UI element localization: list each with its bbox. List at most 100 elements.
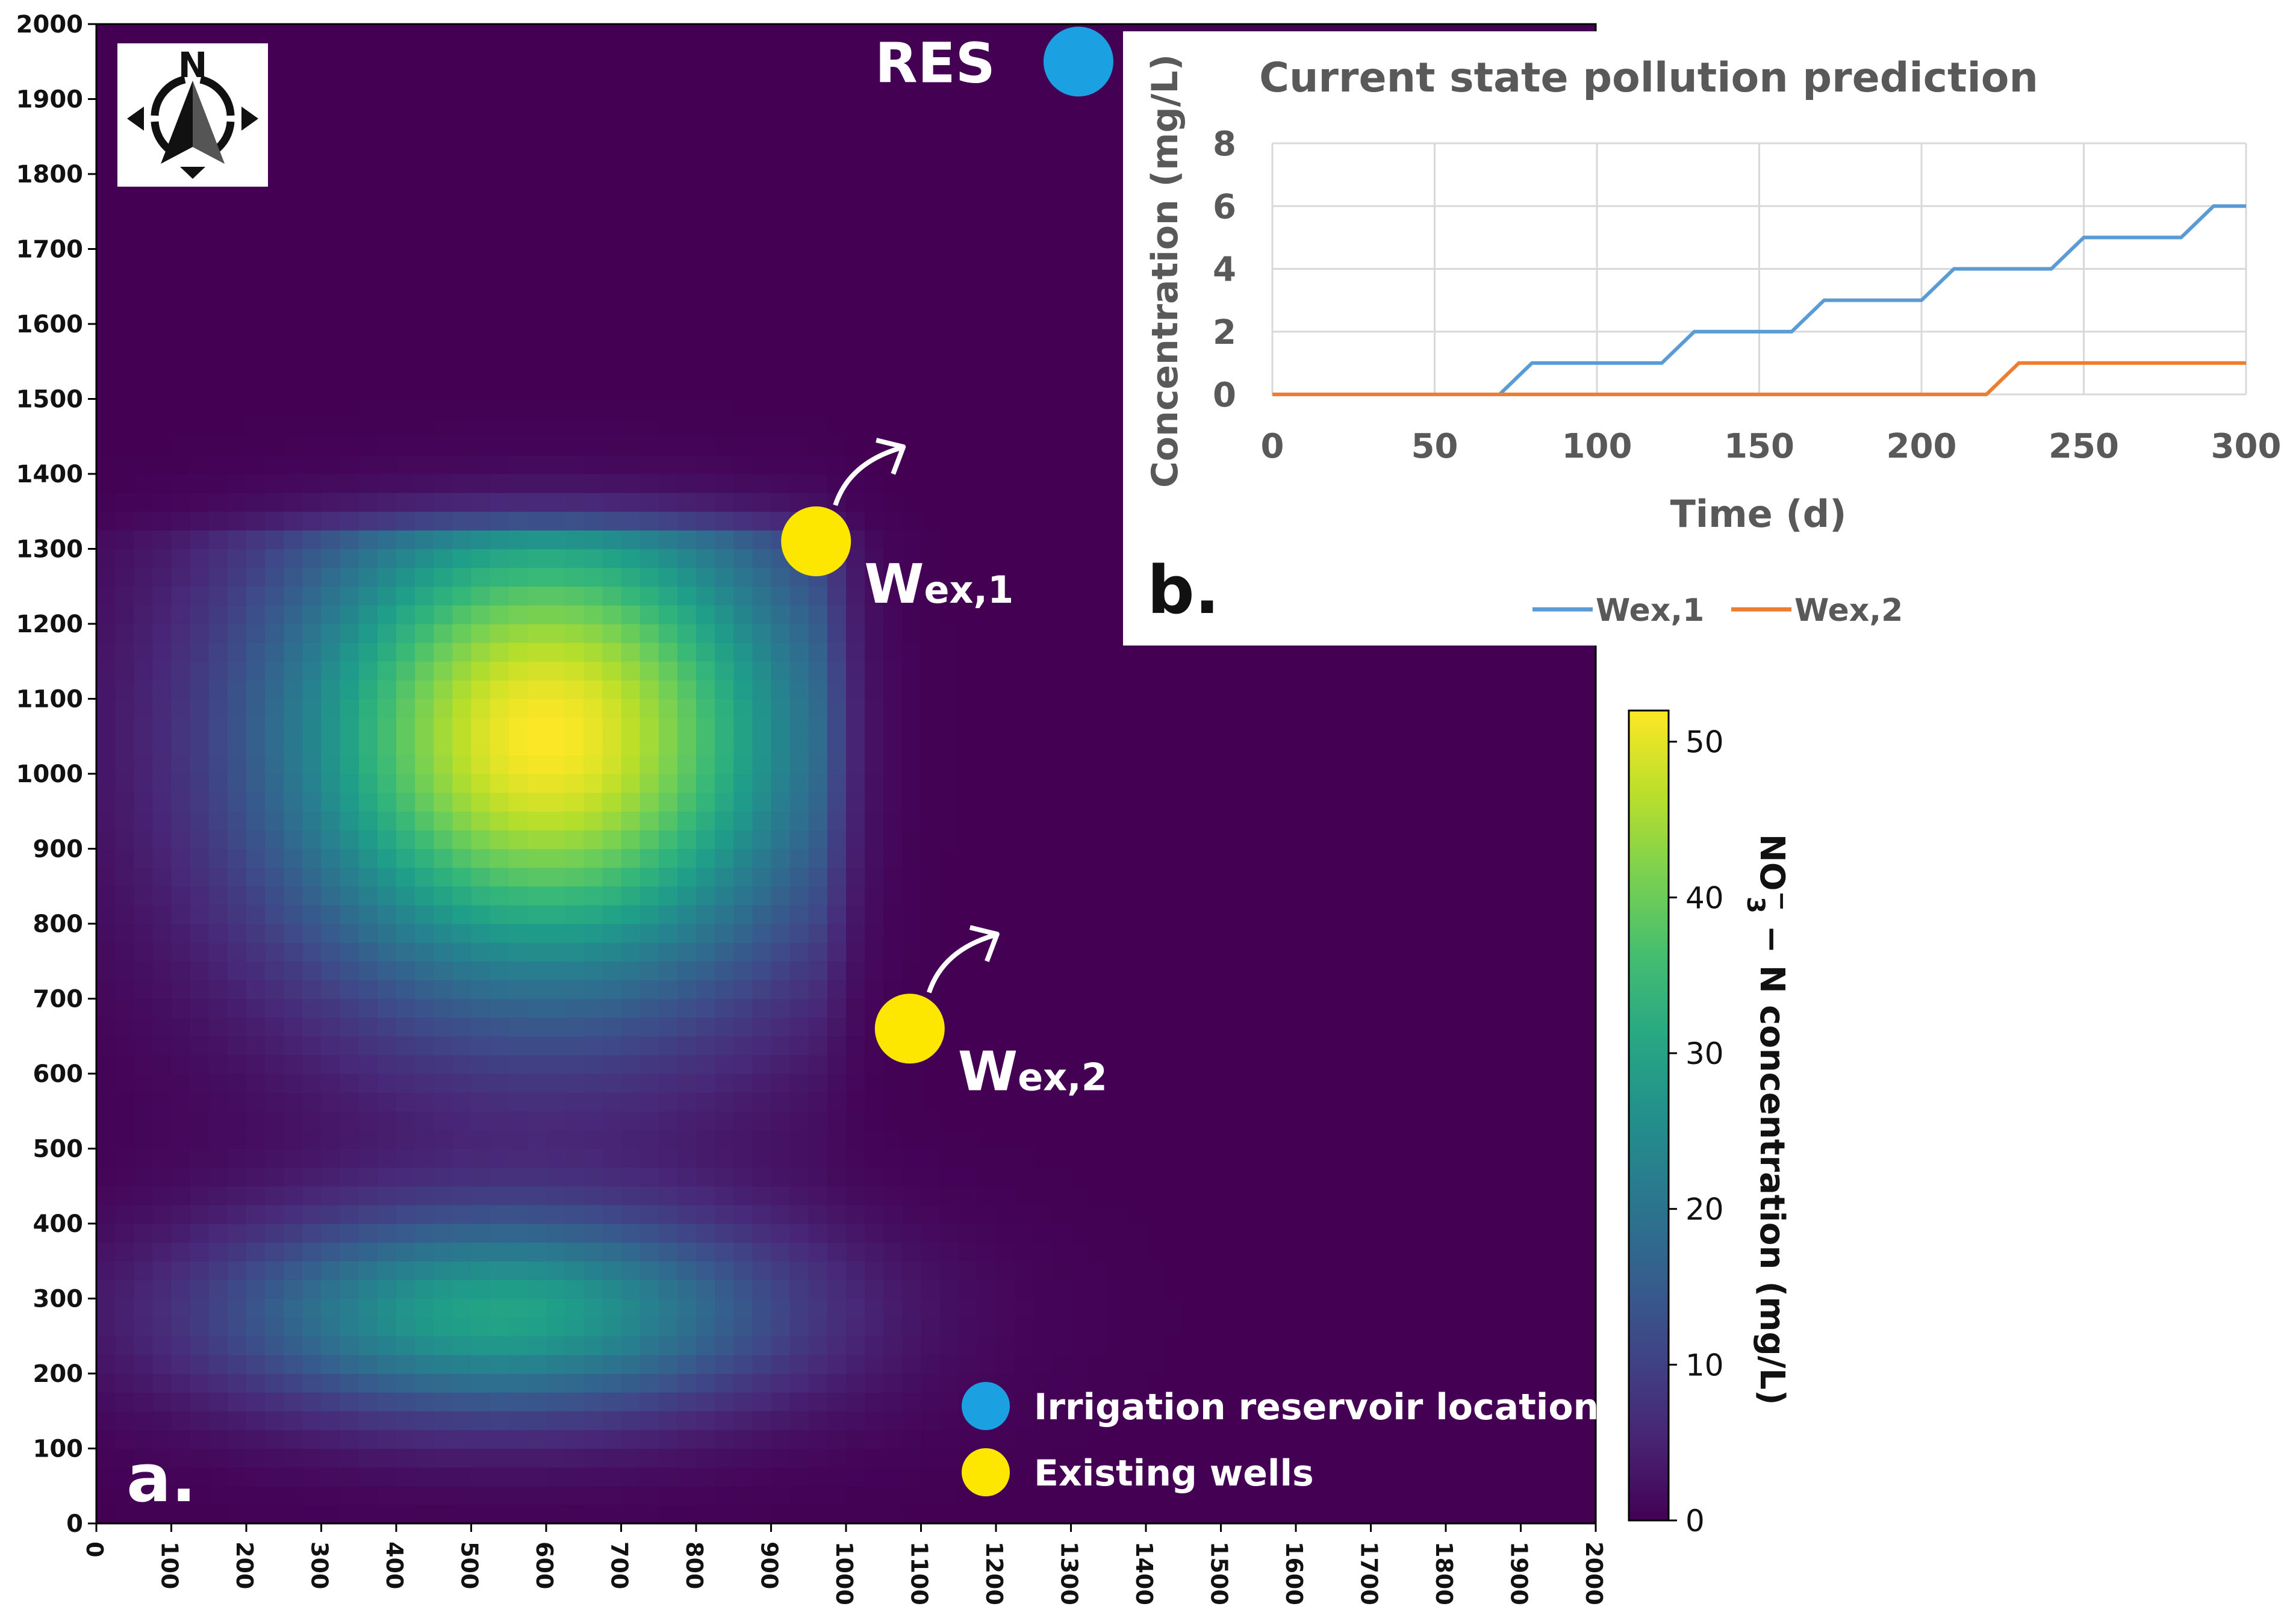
heatmap-cell <box>471 1280 491 1299</box>
heatmap-cell <box>340 1167 359 1187</box>
heatmap-cell <box>527 1486 547 1505</box>
heatmap-cell <box>1127 848 1147 868</box>
heatmap-cell <box>1146 1411 1165 1430</box>
heatmap-cell <box>415 792 434 812</box>
heatmap-cell <box>939 43 959 62</box>
heatmap-cell <box>1033 1486 1053 1505</box>
heatmap-cell <box>396 1280 415 1299</box>
heatmap-cell <box>733 904 753 924</box>
heatmap-cell <box>789 1448 809 1468</box>
heatmap-cell <box>565 361 584 381</box>
heatmap-cell <box>358 380 378 400</box>
heatmap-cell <box>171 1036 191 1056</box>
heatmap-cell <box>171 1298 191 1318</box>
heatmap-cell <box>208 1111 228 1130</box>
heatmap-cell <box>302 193 322 212</box>
heatmap-cell <box>789 1148 809 1168</box>
heatmap-cell <box>152 230 172 250</box>
heatmap-cell <box>1015 211 1034 231</box>
heatmap-cell <box>396 1054 415 1074</box>
heatmap-cell <box>265 549 284 568</box>
heatmap-cell <box>115 586 134 606</box>
heatmap-cell <box>827 324 847 343</box>
heatmap-cell <box>527 1336 547 1355</box>
heatmap-cell <box>227 1167 247 1187</box>
heatmap-cell <box>171 436 191 456</box>
heatmap-cell <box>1033 924 1053 943</box>
heatmap-cell <box>696 1374 715 1393</box>
heatmap-cell <box>1071 1186 1091 1206</box>
heatmap-cell <box>190 1298 210 1318</box>
heatmap-cell <box>490 586 509 606</box>
heatmap-cell <box>1108 1317 1128 1337</box>
heatmap-cell <box>865 1054 884 1074</box>
heatmap-cell <box>434 530 453 550</box>
heatmap-cell <box>677 1074 697 1093</box>
heatmap-cell <box>96 24 116 43</box>
heatmap-cell <box>115 736 134 756</box>
heatmap-cell <box>508 1280 528 1299</box>
heatmap-cell <box>377 80 397 100</box>
heatmap-cell <box>883 493 903 512</box>
heatmap-cell <box>527 867 547 887</box>
heatmap-cell <box>1052 1036 1072 1056</box>
heatmap-cell <box>246 549 266 568</box>
heatmap-cell <box>415 1411 434 1430</box>
heatmap-cell <box>340 886 359 906</box>
heatmap-cell <box>602 605 622 624</box>
heatmap-cell <box>865 1448 884 1468</box>
heatmap-cell <box>227 1261 247 1280</box>
heatmap-cell <box>1015 380 1034 400</box>
heatmap-cell <box>621 249 641 269</box>
heatmap-cell <box>1015 567 1034 587</box>
heatmap-cell <box>471 493 491 512</box>
heatmap-cell <box>452 474 472 493</box>
heatmap-cell <box>227 1224 247 1243</box>
heatmap-cell <box>415 155 434 175</box>
heatmap-cell <box>883 1167 903 1187</box>
heatmap-cell <box>415 436 434 456</box>
heatmap-cell <box>546 1392 565 1411</box>
heatmap-cell <box>1015 1074 1034 1093</box>
heatmap-cell <box>602 792 622 812</box>
heatmap-cell <box>808 1392 828 1411</box>
heatmap-cell <box>490 998 509 1018</box>
heatmap-cell <box>1221 1411 1240 1430</box>
heatmap-cell <box>1071 267 1091 287</box>
heatmap-cell <box>1108 811 1128 830</box>
heatmap-cell <box>321 605 341 624</box>
heatmap-cell <box>358 324 378 343</box>
heatmap-cell <box>733 811 753 830</box>
heatmap-cell <box>921 661 941 680</box>
heatmap-cell <box>358 549 378 568</box>
heatmap-cell <box>321 155 341 175</box>
heatmap-cell <box>902 117 922 137</box>
heatmap-cell <box>265 230 284 250</box>
heatmap-cell <box>958 1336 978 1355</box>
heatmap-cell <box>208 998 228 1018</box>
heatmap-cell <box>1052 305 1072 325</box>
heatmap-cell <box>846 848 865 868</box>
heatmap-cell <box>1089 1204 1109 1224</box>
heatmap-cell <box>958 436 978 456</box>
heatmap-cell <box>752 1374 772 1393</box>
heatmap-cell <box>752 605 772 624</box>
heatmap-cell <box>1071 455 1091 474</box>
heatmap-cell <box>752 417 772 437</box>
heatmap-cell <box>246 1148 266 1168</box>
heatmap-cell <box>171 1411 191 1430</box>
heatmap-cell <box>265 1280 284 1299</box>
heatmap-cell <box>1146 1467 1165 1487</box>
heatmap-cell <box>846 1336 865 1355</box>
heatmap-cell <box>171 1148 191 1168</box>
heatmap-cell <box>827 924 847 943</box>
heatmap-cell <box>134 1317 153 1337</box>
heatmap-cell <box>602 1392 622 1411</box>
heatmap-cell <box>1089 1092 1109 1112</box>
heatmap-cell <box>115 642 134 662</box>
heatmap-cell <box>1258 848 1278 868</box>
heatmap-cell <box>115 1130 134 1150</box>
heatmap-cell <box>377 1317 397 1337</box>
heatmap-cell <box>396 586 415 606</box>
heatmap-cell <box>827 117 847 137</box>
